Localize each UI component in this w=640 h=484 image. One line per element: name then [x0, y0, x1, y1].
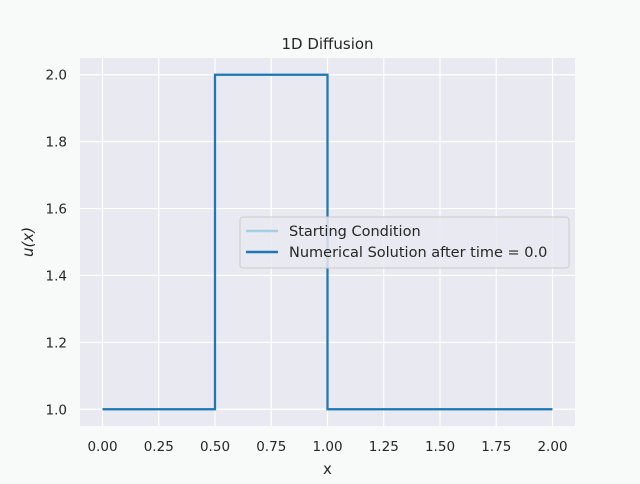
x-tick-label: 1.50	[425, 439, 455, 455]
x-tick-label: 1.75	[481, 439, 511, 455]
x-tick-label: 0.50	[200, 439, 230, 455]
y-tick-label: 1.8	[46, 135, 67, 151]
x-tick-label: 0.00	[87, 439, 117, 455]
series-lines	[102, 73, 553, 411]
x-tick-label: 0.75	[256, 439, 286, 455]
y-tick-labels: 1.0 1.2 1.4 1.6 1.8 2.0	[46, 68, 67, 419]
y-axis-label: u(x)	[19, 227, 37, 257]
y-tick-label: 1.6	[46, 202, 67, 218]
legend-label-starting-condition: Starting Condition	[289, 224, 421, 240]
chart-title: 1D Diffusion	[281, 35, 373, 53]
legend-label-numerical-solution: Numerical Solution after time = 0.0	[289, 245, 547, 261]
y-tick-label: 2.0	[46, 68, 67, 84]
x-tick-label: 0.25	[144, 439, 174, 455]
x-tick-label: 2.00	[537, 439, 567, 455]
x-axis-label: x	[323, 460, 332, 478]
y-tick-label: 1.4	[46, 268, 67, 284]
y-tick-label: 1.0	[46, 402, 67, 418]
x-tick-label: 1.00	[312, 439, 342, 455]
legend: Starting Condition Numerical Solution af…	[239, 216, 570, 269]
legend-box	[239, 216, 570, 269]
x-tick-label: 1.25	[369, 439, 399, 455]
x-tick-labels: 0.00 0.25 0.50 0.75 1.00 1.25 1.50 1.75 2.00	[87, 439, 567, 455]
y-tick-label: 1.2	[46, 335, 67, 351]
series-line-numerical-solution-after-time-0-0	[102, 73, 553, 411]
